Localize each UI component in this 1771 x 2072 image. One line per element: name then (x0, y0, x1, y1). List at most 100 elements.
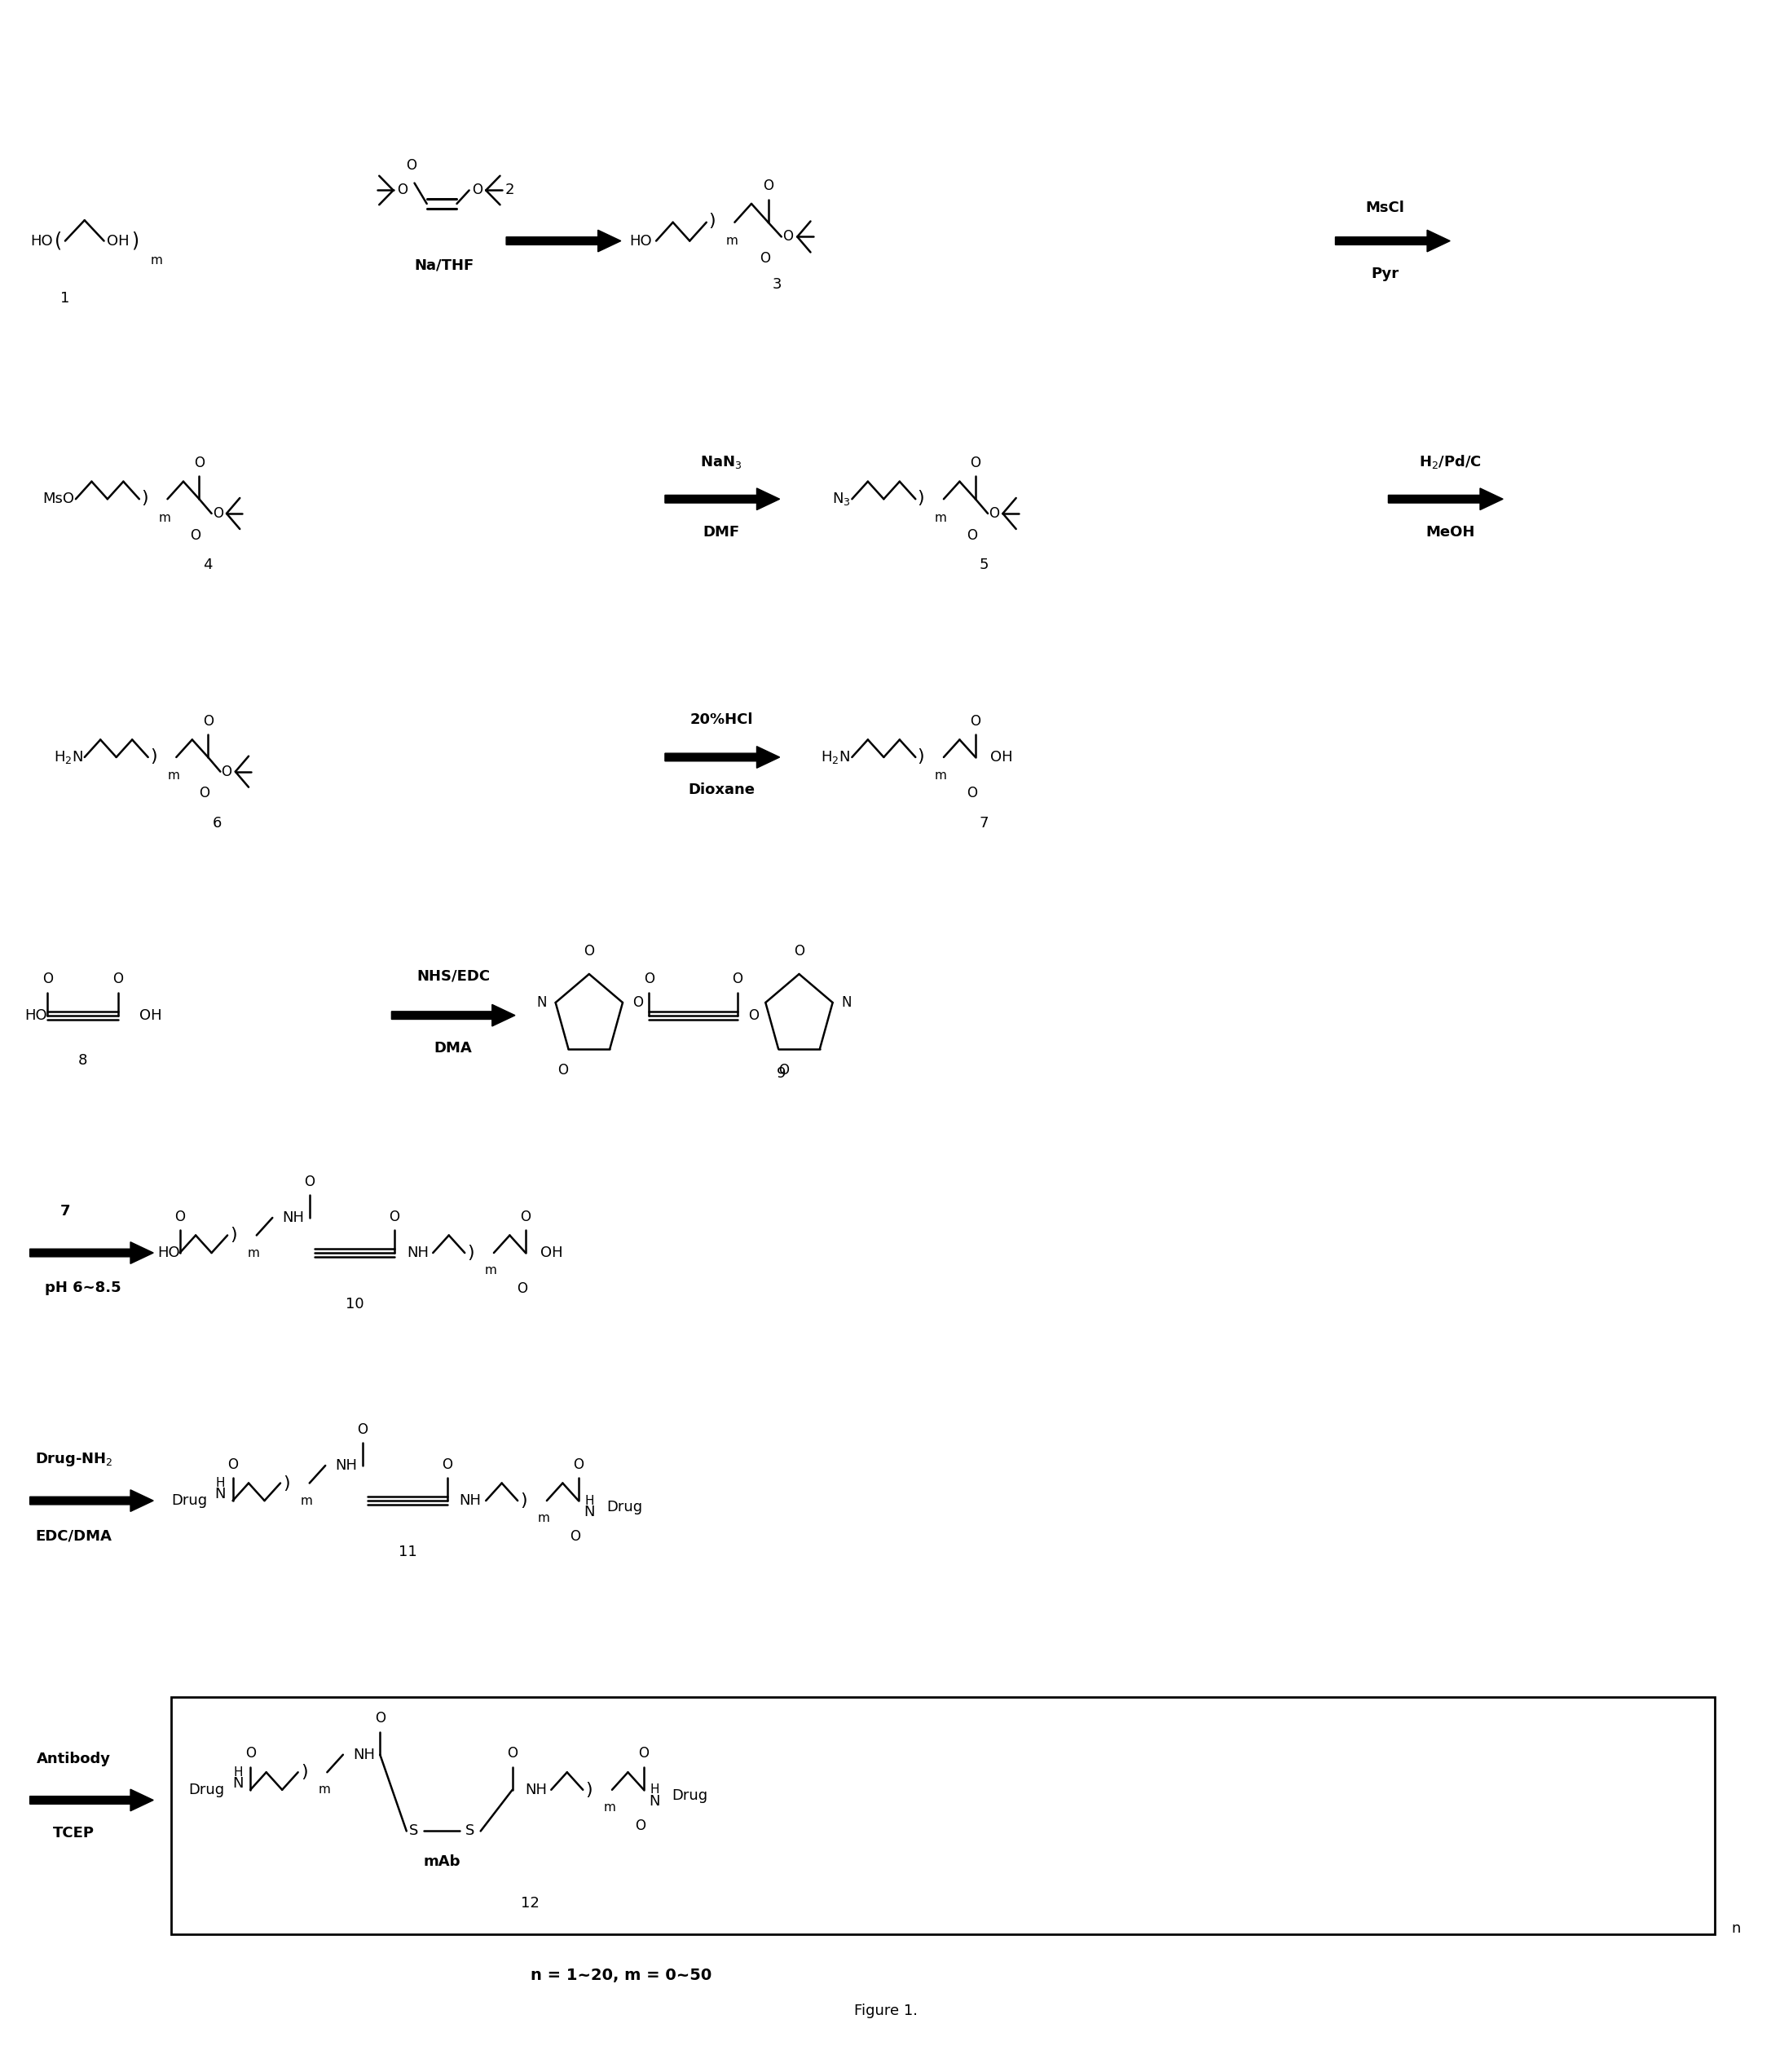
Text: 12: 12 (521, 1896, 540, 1910)
Text: HO: HO (25, 1007, 48, 1024)
Text: O: O (793, 945, 804, 959)
Text: ): ) (230, 1227, 237, 1243)
Text: O: O (570, 1529, 581, 1544)
Text: HO: HO (30, 234, 53, 249)
Text: m: m (538, 1513, 551, 1525)
Text: O: O (783, 230, 793, 244)
Text: OH: OH (990, 750, 1013, 765)
Text: N$_3$: N$_3$ (832, 491, 850, 508)
Text: O: O (202, 713, 213, 729)
Text: O: O (731, 972, 742, 986)
FancyArrow shape (664, 746, 779, 769)
FancyArrow shape (1388, 489, 1504, 510)
Text: OH: OH (106, 234, 129, 249)
Text: O: O (584, 945, 595, 959)
Text: NH: NH (407, 1245, 429, 1260)
Text: O: O (988, 506, 999, 520)
Text: m: m (168, 769, 179, 781)
Text: m: m (319, 1784, 331, 1796)
Text: O: O (113, 972, 124, 986)
Text: NHS/EDC: NHS/EDC (416, 970, 491, 984)
Text: O: O (471, 182, 482, 197)
Text: Antibody: Antibody (37, 1751, 112, 1765)
Text: O: O (507, 1747, 517, 1761)
Text: 6: 6 (213, 816, 221, 831)
Text: O: O (517, 1283, 528, 1297)
Text: EDC/DMA: EDC/DMA (35, 1529, 112, 1544)
FancyArrow shape (30, 1241, 154, 1264)
Text: m: m (151, 255, 163, 267)
Text: O: O (221, 765, 232, 779)
Text: O: O (645, 972, 655, 986)
Text: O: O (441, 1457, 452, 1471)
Text: DMF: DMF (703, 524, 740, 539)
Text: H: H (216, 1477, 225, 1490)
Text: m: m (726, 234, 739, 247)
Text: ): ) (708, 213, 715, 230)
Text: pH 6~8.5: pH 6~8.5 (44, 1280, 120, 1295)
Text: H: H (584, 1494, 593, 1506)
Text: m: m (935, 512, 947, 524)
Text: H$_2$/Pd/C: H$_2$/Pd/C (1419, 454, 1482, 470)
Text: HO: HO (158, 1245, 181, 1260)
Text: O: O (191, 528, 200, 543)
Text: (: ( (55, 232, 62, 251)
Text: ): ) (142, 489, 149, 506)
Text: ): ) (468, 1245, 475, 1262)
Text: O: O (198, 785, 209, 800)
Text: S: S (409, 1823, 418, 1838)
Text: 10: 10 (345, 1297, 363, 1312)
Text: OH: OH (140, 1007, 161, 1024)
Text: H$_2$N: H$_2$N (822, 750, 850, 765)
Text: O: O (43, 972, 53, 986)
FancyArrow shape (391, 1005, 515, 1026)
Text: Drug-NH$_2$: Drug-NH$_2$ (35, 1450, 113, 1467)
Text: Drug: Drug (671, 1788, 708, 1803)
Text: H: H (234, 1765, 243, 1778)
Text: N: N (537, 995, 547, 1009)
Text: 7: 7 (60, 1204, 71, 1218)
Text: O: O (558, 1063, 568, 1077)
Text: MeOH: MeOH (1426, 524, 1475, 539)
Text: 3: 3 (772, 278, 781, 292)
FancyArrow shape (30, 1490, 154, 1510)
Text: ): ) (151, 748, 158, 765)
Text: O: O (760, 251, 770, 265)
Text: m: m (301, 1494, 313, 1506)
Text: n: n (1732, 1921, 1741, 1935)
Text: O: O (971, 456, 981, 470)
Text: mAb: mAb (423, 1854, 460, 1869)
Text: m: m (248, 1247, 260, 1260)
Text: O: O (213, 506, 223, 520)
Text: O: O (227, 1457, 237, 1471)
Text: 11: 11 (398, 1546, 416, 1560)
Text: TCEP: TCEP (53, 1825, 94, 1840)
Text: 4: 4 (204, 557, 213, 572)
Text: O: O (375, 1711, 386, 1726)
Text: m: m (159, 512, 170, 524)
Text: H: H (650, 1784, 659, 1796)
Text: N: N (232, 1776, 244, 1790)
Text: S: S (466, 1823, 475, 1838)
Text: O: O (305, 1175, 315, 1189)
FancyArrow shape (30, 1790, 154, 1811)
Text: NH: NH (524, 1782, 547, 1796)
Text: 1: 1 (60, 292, 69, 307)
FancyArrow shape (1335, 230, 1450, 251)
Text: O: O (574, 1457, 584, 1471)
Text: ): ) (283, 1475, 290, 1492)
Text: NaN$_3$: NaN$_3$ (701, 454, 742, 470)
Text: m: m (485, 1264, 498, 1276)
Text: H$_2$N: H$_2$N (53, 750, 83, 765)
Text: ): ) (917, 489, 924, 506)
Text: O: O (763, 178, 774, 193)
Text: 2: 2 (505, 182, 514, 197)
Text: Na/THF: Na/THF (414, 259, 475, 274)
Text: 9: 9 (777, 1065, 786, 1080)
Text: O: O (971, 713, 981, 729)
Text: ): ) (131, 232, 138, 251)
Text: 7: 7 (979, 816, 988, 831)
Text: O: O (195, 456, 204, 470)
Text: O: O (358, 1421, 368, 1436)
Text: MsO: MsO (43, 491, 74, 506)
